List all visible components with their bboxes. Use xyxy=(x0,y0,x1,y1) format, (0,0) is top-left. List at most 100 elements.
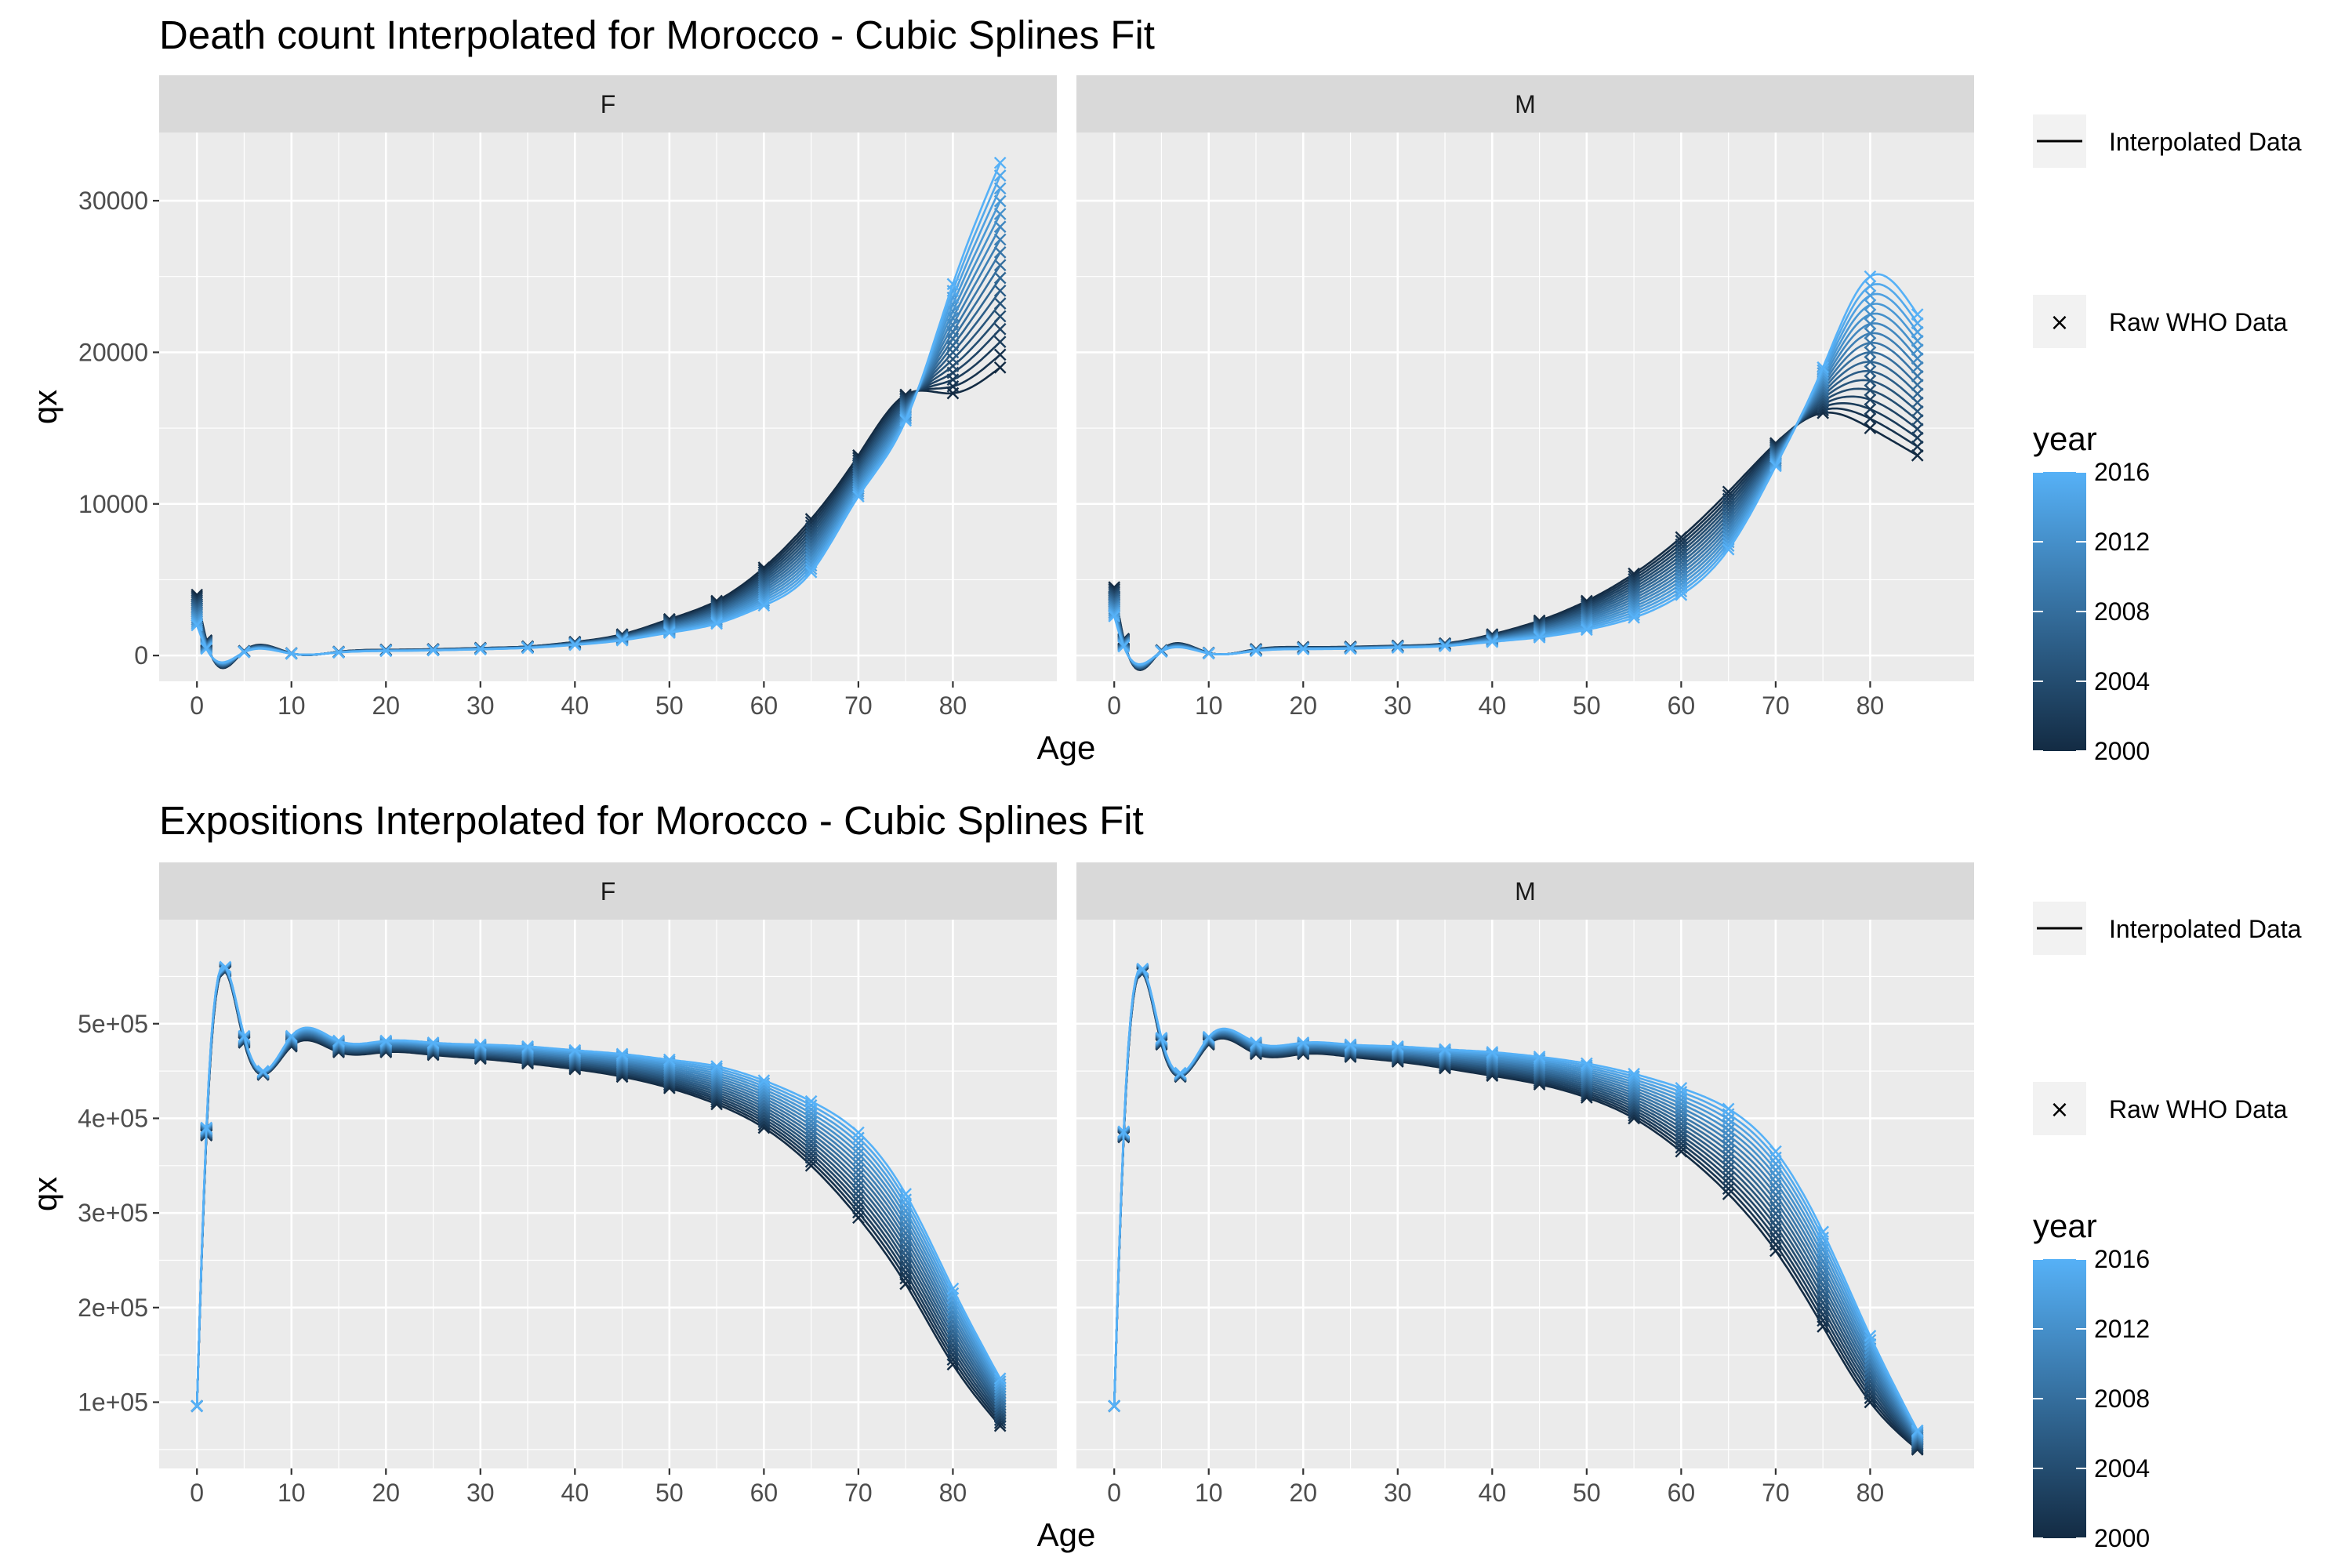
legend-colorbar-ticks: 2016 2012 2008 2004 2000 xyxy=(2033,1245,2150,1552)
panel-expositions-m xyxy=(1076,920,1974,1468)
data-point-F-2016-age-40 xyxy=(568,1044,582,1057)
y-tick-label: 4e+05 xyxy=(78,1104,148,1132)
data-point-M-2016-age-65 xyxy=(1722,543,1735,556)
data-point-F-2016-age-15 xyxy=(332,1034,345,1047)
data-point-M-2016-age-55 xyxy=(1628,611,1640,624)
x-tick-label: 0 xyxy=(190,691,204,720)
x-tick-label: 30 xyxy=(1384,691,1412,720)
data-point-F-2010-age-85 xyxy=(993,1390,1007,1403)
x-tick-label: 10 xyxy=(278,691,306,720)
legend-point-label: Raw WHO Data xyxy=(2109,308,2288,336)
data-point-F-2009-age-85 xyxy=(993,246,1007,259)
data-point-M-2016-age-50 xyxy=(1580,1057,1593,1070)
data-point-M-2016-age-65 xyxy=(1722,1102,1735,1116)
data-point-F-2010-age-85 xyxy=(993,233,1007,246)
data-point-F-2016-age-70 xyxy=(852,490,865,503)
data-point-M-2007-age-85 xyxy=(1911,387,1924,401)
data-point-M-2009-age-85 xyxy=(1911,369,1924,383)
data-point-F-2013-age-85 xyxy=(993,1381,1007,1394)
data-point-F-2000-age-85 xyxy=(993,361,1007,374)
data-point-M-2013-age-0 xyxy=(1108,604,1121,617)
x-tick-label: 70 xyxy=(1762,1479,1790,1507)
x-tick-label: 30 xyxy=(466,1479,495,1507)
facet-label-f: F xyxy=(601,90,616,118)
facet-label-m: M xyxy=(1515,90,1536,118)
x-tick-label: 70 xyxy=(844,691,873,720)
data-point-M-2006-age-65 xyxy=(1722,1156,1735,1169)
data-point-F-2004-age-85 xyxy=(993,1407,1007,1421)
legend-line-label: Interpolated Data xyxy=(2109,915,2302,943)
data-point-M-2001-age-65 xyxy=(1722,1182,1735,1196)
data-point-M-2003-age-85 xyxy=(1911,423,1924,436)
data-point-F-2003-age-85 xyxy=(993,322,1007,336)
colorbar-tick-label: 2012 xyxy=(2094,528,2150,556)
data-point-F-2016-age-10 xyxy=(285,1029,298,1043)
y-tick-label: 5e+05 xyxy=(78,1010,148,1038)
chart-title: Death count Interpolated for Morocco - C… xyxy=(159,13,1155,57)
data-point-F-2015-age-65 xyxy=(804,562,818,575)
facet-label-f: F xyxy=(601,877,616,906)
data-point-F-2016-age-5 xyxy=(238,1029,251,1043)
data-point-M-2000-age-80 xyxy=(1864,422,1877,434)
data-point-M-2004-age-85 xyxy=(1911,414,1924,426)
colorbar-tick-label: 2008 xyxy=(2094,597,2150,626)
data-point-M-2016-age-10 xyxy=(1202,647,1215,660)
x-tick-label: 30 xyxy=(466,691,495,720)
x-tick-label: 50 xyxy=(655,691,684,720)
data-point-F-2016-age-25 xyxy=(426,644,440,657)
data-point-F-2015-age-0 xyxy=(191,617,204,630)
data-point-M-2016-age-1 xyxy=(1117,1125,1131,1138)
data-point-M-2016-age-0 xyxy=(1108,610,1121,622)
data-point-M-2014-age-80 xyxy=(1864,289,1877,302)
y-tick-label: 0 xyxy=(134,641,148,670)
x-tick-label: 20 xyxy=(1289,1479,1317,1507)
chart-death-count: Death count Interpolated for Morocco - C… xyxy=(27,13,2302,766)
data-point-M-2016-age-35 xyxy=(1439,640,1451,652)
data-point-M-2016-age-5 xyxy=(1155,1032,1168,1044)
legend-point-key-bg xyxy=(2033,295,2086,348)
data-point-M-2011-age-80 xyxy=(1864,318,1877,330)
data-point-F-2016-age-15 xyxy=(332,646,345,659)
data-point-F-2016-age-1 xyxy=(200,1121,213,1134)
data-point-F-2002-age-70 xyxy=(852,1200,865,1214)
data-point-M-2015-age-50 xyxy=(1580,622,1593,634)
data-point-F-2005-age-85 xyxy=(993,297,1007,310)
y-tick-label: 30000 xyxy=(78,187,148,215)
data-point-M-2001-age-85 xyxy=(1911,440,1924,453)
x-tick-label: 0 xyxy=(1107,1479,1121,1507)
colorbar-tick-label: 2012 xyxy=(2094,1315,2150,1343)
x-tick-label: 40 xyxy=(1479,691,1507,720)
data-point-F-2015-age-70 xyxy=(852,1131,865,1145)
data-point-F-2001-age-85 xyxy=(993,348,1007,361)
data-point-F-2016-age-80 xyxy=(946,278,960,291)
data-point-F-2007-age-85 xyxy=(993,271,1007,285)
y-axis-ticks: 1e+05 2e+05 3e+05 4e+05 5e+05 xyxy=(78,1010,159,1417)
x-tick-label: 10 xyxy=(278,1479,306,1507)
legend: Interpolated Data × Raw WHO Data year 20… xyxy=(2033,114,2302,765)
x-tick-label: 60 xyxy=(750,691,779,720)
data-point-M-2014-age-85 xyxy=(1911,325,1924,339)
data-point-F-2016-age-60 xyxy=(757,1074,771,1087)
data-point-M-2016-age-3 xyxy=(1136,962,1149,975)
x-tick-label: 60 xyxy=(750,1479,779,1507)
data-point-M-2008-age-85 xyxy=(1911,379,1924,391)
data-point-F-2016-age-0 xyxy=(191,619,204,632)
data-point-F-2016-age-75 xyxy=(899,1188,913,1200)
data-point-F-2016-age-45 xyxy=(615,1047,629,1061)
data-point-M-2012-age-80 xyxy=(1864,308,1877,321)
data-point-M-2008-age-80 xyxy=(1864,346,1877,359)
data-point-F-2016-age-85 xyxy=(993,156,1007,169)
data-point-F-2016-age-80 xyxy=(946,1282,960,1295)
data-point-F-2015-age-50 xyxy=(662,1055,676,1068)
x-tick-label: 70 xyxy=(844,1479,873,1507)
data-point-M-2013-age-80 xyxy=(1864,299,1877,311)
data-point-M-2016-age-5 xyxy=(1155,645,1168,658)
colorbar-tick-label: 2004 xyxy=(2094,1454,2150,1483)
legend-colorbar-ticks: 2016 2012 2008 2004 2000 xyxy=(2033,458,2150,765)
data-point-M-2016-age-25 xyxy=(1344,642,1357,655)
data-point-M-2015-age-45 xyxy=(1533,1052,1546,1065)
data-point-M-2010-age-85 xyxy=(1911,361,1924,374)
data-point-M-2016-age-15 xyxy=(1250,1036,1262,1049)
series-line-M-2016 xyxy=(1112,273,1918,666)
data-point-M-2003-age-65 xyxy=(1722,1171,1735,1185)
